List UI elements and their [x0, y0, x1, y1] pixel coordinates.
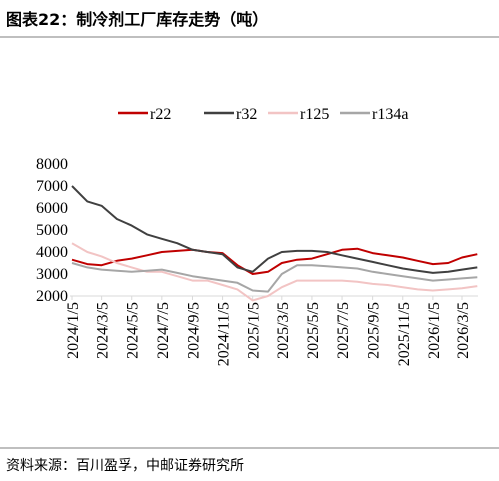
legend-label: r32 — [236, 106, 257, 123]
x-tick-label: 2026/1/5 — [426, 302, 443, 359]
y-tick-label: 8000 — [36, 156, 68, 173]
chart-title: 图表22：制冷剂工厂库存走势（吨） — [6, 10, 268, 29]
x-tick-label: 2026/3/5 — [455, 302, 472, 359]
x-tick-label: 2025/9/5 — [366, 302, 383, 359]
x-tick-label: 2025/1/5 — [246, 302, 263, 359]
legend-label: r22 — [150, 106, 171, 123]
line-series — [71, 185, 478, 274]
line-series — [71, 242, 478, 302]
y-tick-label: 6000 — [36, 200, 68, 217]
x-tick-label: 2025/11/5 — [396, 302, 413, 366]
x-tick-label: 2025/5/5 — [305, 302, 322, 359]
x-tick-label: 2024/5/5 — [125, 302, 142, 359]
y-tick-label: 4000 — [36, 244, 68, 261]
line-series — [71, 262, 478, 293]
x-tick-label: 2024/9/5 — [185, 302, 202, 359]
legend-label: r125 — [300, 106, 329, 123]
x-tick-label: 2024/1/5 — [65, 302, 82, 359]
line-series — [71, 247, 478, 275]
y-tick-label: 2000 — [36, 288, 68, 305]
x-tick-label: 2025/7/5 — [335, 302, 352, 359]
x-tick-label: 2024/7/5 — [155, 302, 172, 359]
x-tick-label: 2024/3/5 — [95, 302, 112, 359]
y-tick-label: 5000 — [36, 222, 68, 239]
legend-label: r134a — [372, 106, 408, 123]
x-tick-label: 2024/11/5 — [216, 302, 233, 366]
source: 资料来源：百川盈孚，中邮证券研究所 — [6, 458, 244, 474]
x-tick-label: 2025/3/5 — [275, 302, 292, 359]
y-tick-label: 3000 — [36, 266, 68, 283]
y-tick-label: 7000 — [36, 178, 68, 195]
